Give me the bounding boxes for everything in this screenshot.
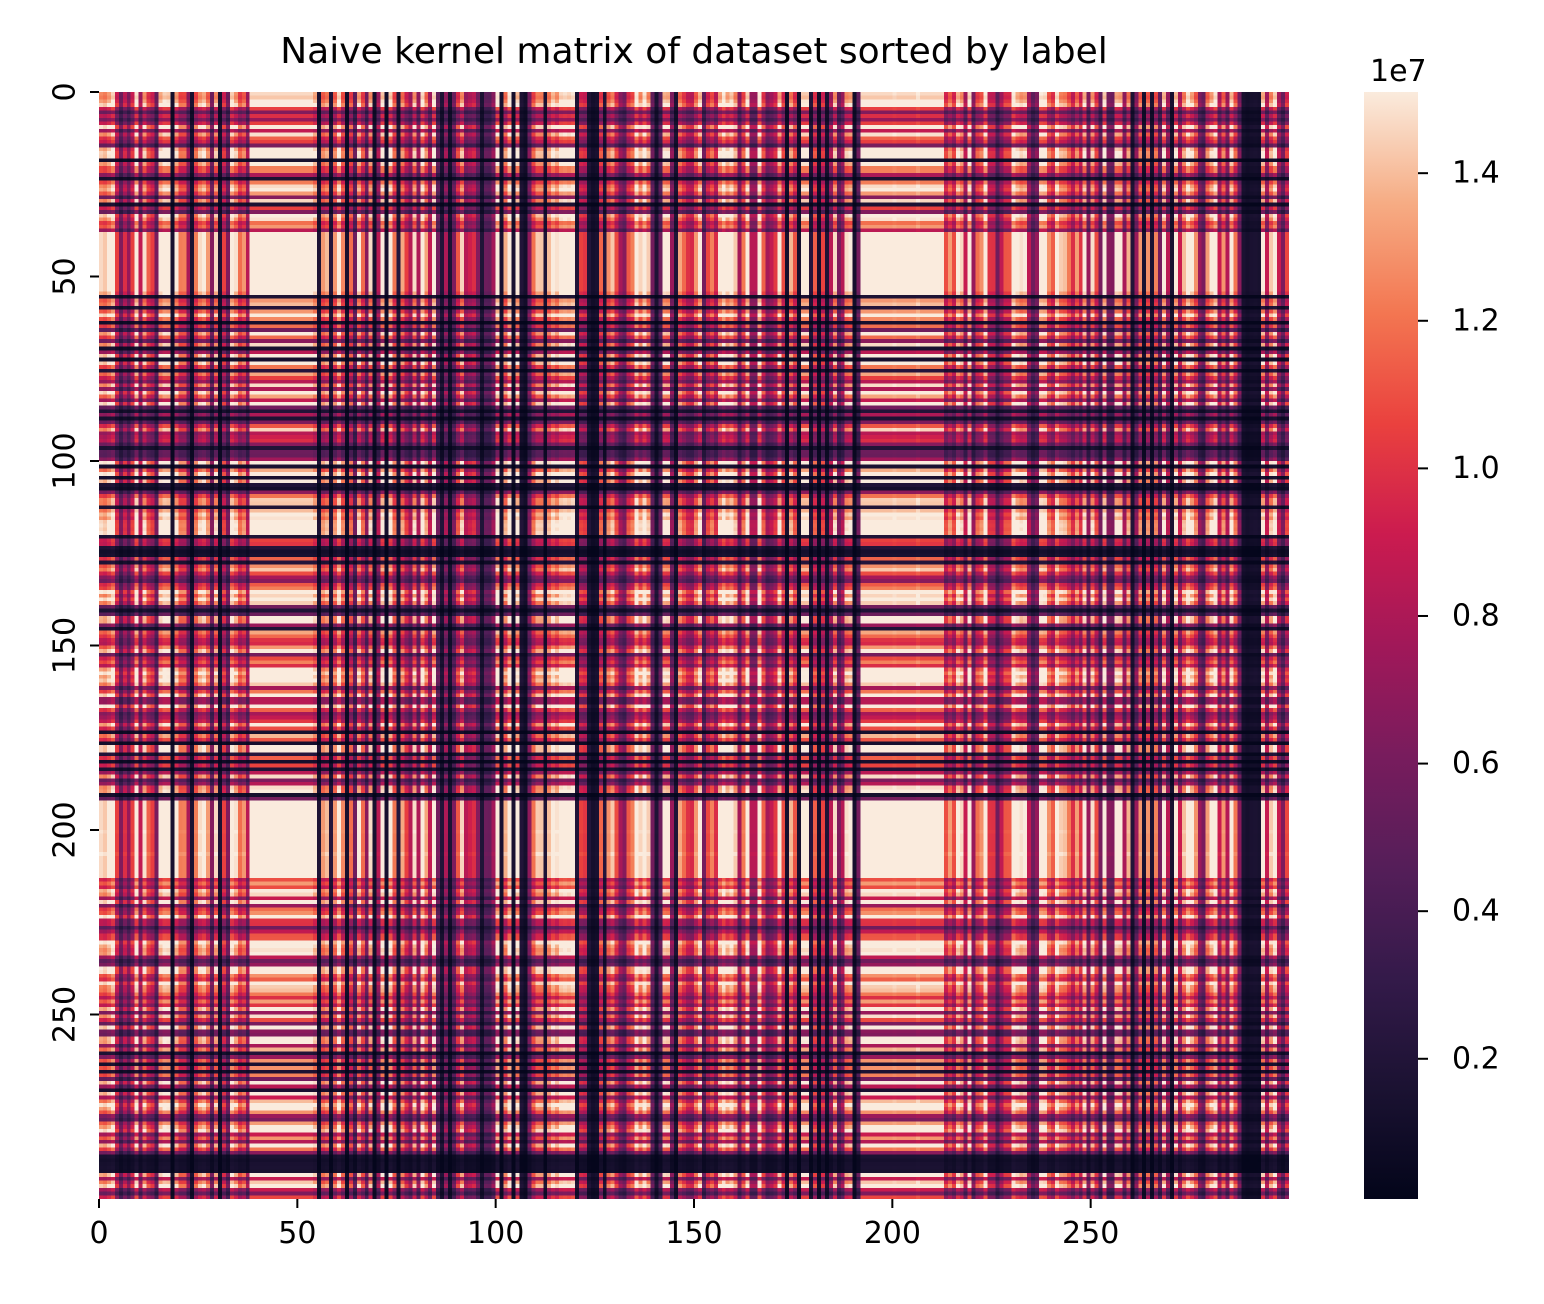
colorbar <box>1364 92 1418 1199</box>
heatmap-cells <box>99 92 1289 1199</box>
y-tick-label: 250 <box>48 986 83 1043</box>
colorbar-tick-label: 1.2 <box>1452 303 1500 338</box>
x-tick-label: 100 <box>467 1216 524 1251</box>
colorbar-axis: 0.2 0.4 0.6 0.8 1.0 1.2 1.4 <box>1418 156 1500 1076</box>
colorbar-tick-label: 0.8 <box>1452 598 1500 633</box>
heatmap-image <box>99 92 1289 1199</box>
chart-title: Naive kernel matrix of dataset sorted by… <box>280 31 1107 72</box>
y-axis: 0 50 100 150 200 250 <box>48 82 99 1043</box>
x-tick-label: 200 <box>864 1216 921 1251</box>
colorbar-exponent-label: 1e7 <box>1370 54 1427 89</box>
y-tick-label: 150 <box>48 617 83 674</box>
y-tick-label: 50 <box>48 257 83 295</box>
colorbar-tick-label: 1.0 <box>1452 451 1500 486</box>
y-tick-label: 100 <box>48 432 83 489</box>
x-axis: 0 50 100 150 200 250 <box>89 1199 1119 1251</box>
x-tick-label: 150 <box>665 1216 722 1251</box>
y-tick-label: 0 <box>48 82 83 101</box>
colorbar-tick-label: 0.6 <box>1452 746 1500 781</box>
y-tick-label: 200 <box>48 801 83 858</box>
colorbar-tick-label: 0.2 <box>1452 1041 1500 1076</box>
x-tick-label: 250 <box>1062 1216 1119 1251</box>
colorbar-tick-label: 0.4 <box>1452 894 1500 929</box>
x-tick-label: 0 <box>89 1216 108 1251</box>
x-tick-label: 50 <box>278 1216 316 1251</box>
colorbar-tick-label: 1.4 <box>1452 156 1500 191</box>
